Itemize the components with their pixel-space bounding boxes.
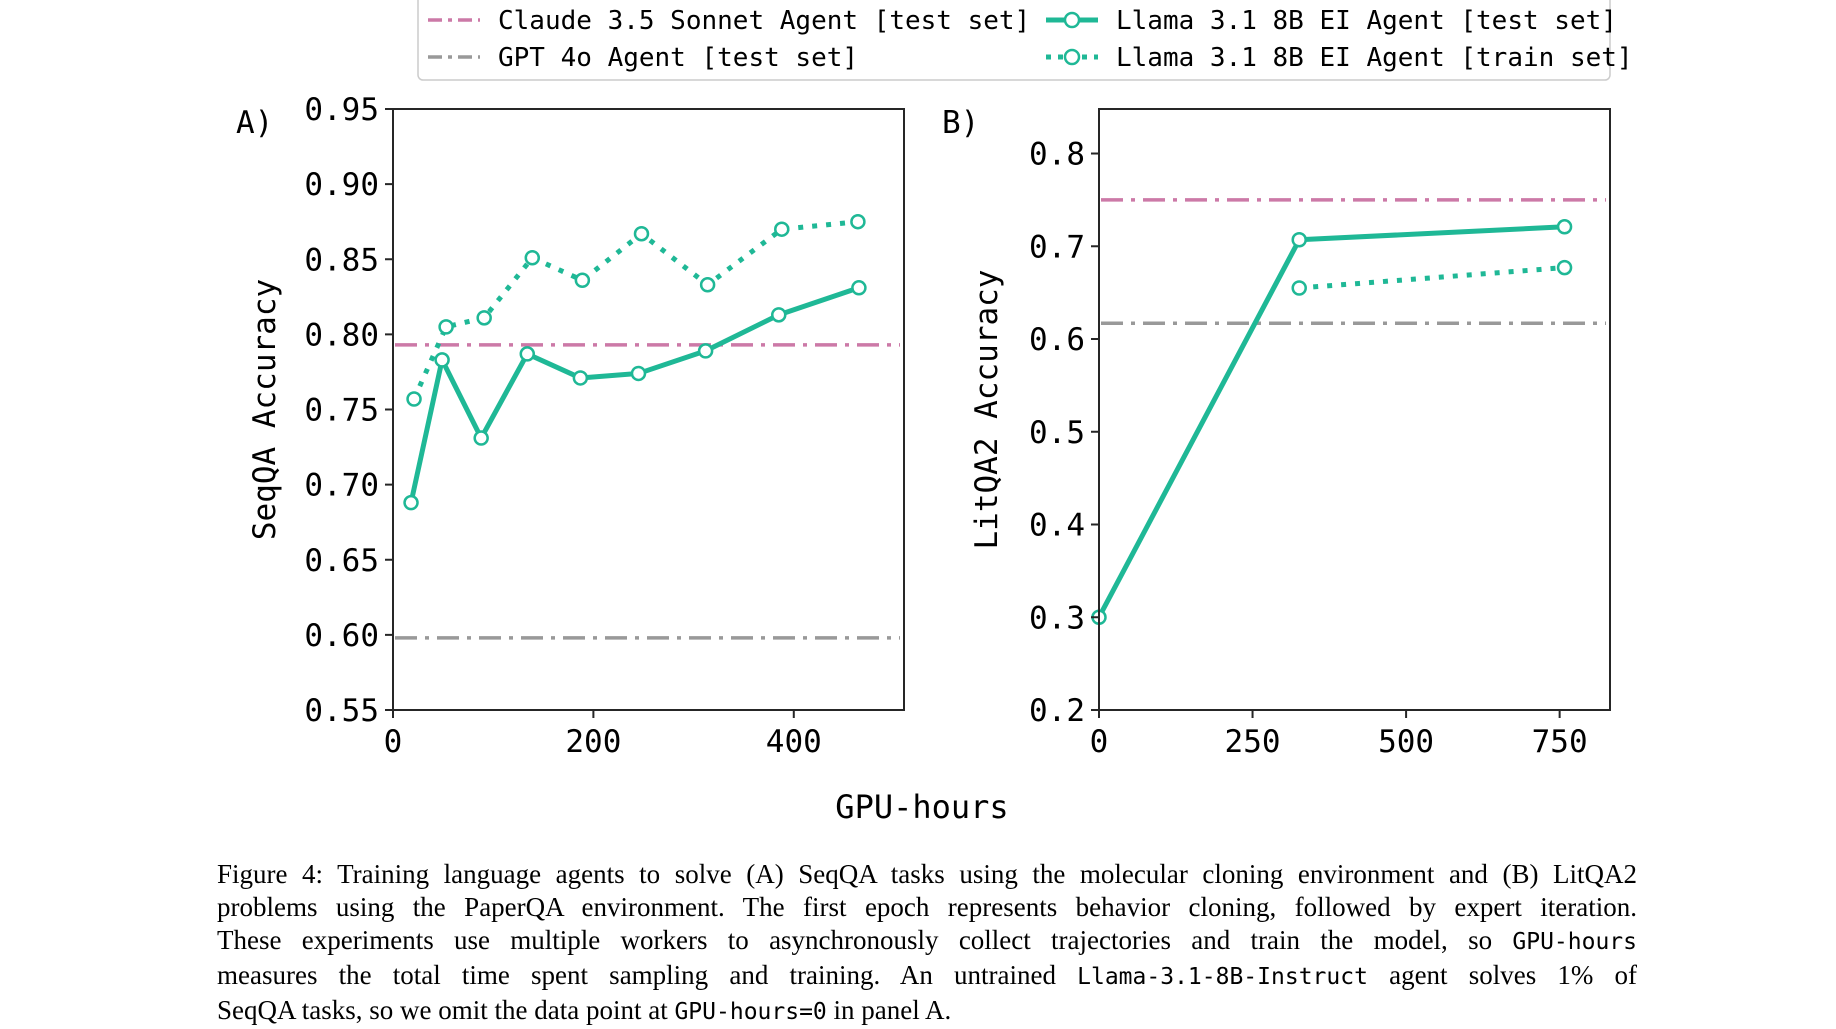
data-point-test <box>473 430 489 446</box>
y-tick-label: 0.5 <box>1029 415 1085 451</box>
caption-text: agent solves 1% of <box>1367 960 1638 990</box>
x-tick-label: 0 <box>1090 724 1109 760</box>
data-point-test <box>519 346 536 362</box>
y-axis-label: LitQA2 Accuracy <box>969 270 1005 550</box>
caption-line: These experiments use multiple workers t… <box>217 924 1637 959</box>
data-point-test <box>771 307 787 323</box>
data-point-test <box>697 343 714 359</box>
data-point-train <box>850 213 866 230</box>
y-tick-label: 0.85 <box>304 242 379 278</box>
data-point-train <box>574 272 591 289</box>
y-axis-label: SeqQA Accuracy <box>247 279 283 540</box>
legend-swatch-marker <box>1063 11 1081 29</box>
caption-line: problems using the PaperQA environment. … <box>217 891 1637 924</box>
y-tick-label: 0.2 <box>1029 693 1085 729</box>
caption-text: Figure 4: Training language agents to so… <box>217 859 1637 889</box>
panel-label: B) <box>942 105 979 141</box>
caption-line: SeqQA tasks, so we omit the data point a… <box>217 994 1637 1029</box>
legend-item: Llama 3.1 8B EI Agent [test set] <box>1046 6 1617 36</box>
panel-a: 0.55 0.60 0.65 0.70 0.75 0.80 0.85 0.90 0.95 0 200… <box>236 92 905 760</box>
legend-item: Llama 3.1 8B EI Agent [train set] <box>1046 43 1633 73</box>
caption-line: measures the total time spent sampling a… <box>217 959 1637 994</box>
y-tick-label: 0.3 <box>1029 600 1085 636</box>
plot-frame <box>1098 108 1611 711</box>
panel-b: 0.2 0.3 0.4 0.5 0.6 0.7 0.8 0 250 500 750 B) LitQA2 … <box>942 105 1611 760</box>
legend-frame <box>417 0 1611 81</box>
y-tick-label: 0.90 <box>304 167 379 203</box>
caption-text: These experiments use multiple workers t… <box>217 925 1513 955</box>
y-tick-label: 0.4 <box>1029 508 1085 544</box>
legend-label: Claude 3.5 Sonnet Agent [test set] <box>498 6 1030 36</box>
data-point-test <box>851 280 867 296</box>
legend-item: Claude 3.5 Sonnet Agent [test set] <box>428 6 1030 36</box>
y-tick-label: 0.70 <box>304 468 379 504</box>
caption-text: in panel A. <box>826 995 952 1025</box>
y-tick-label: 0.55 <box>304 693 379 729</box>
data-point-train <box>633 225 650 242</box>
data-point-train <box>476 310 492 326</box>
data-point-test <box>403 494 419 511</box>
y-tick-label: 0.65 <box>304 543 379 579</box>
series-line-train <box>1299 265 1565 291</box>
legend-item: GPT 4o Agent [test set] <box>428 43 858 73</box>
data-point-test <box>1291 232 1307 248</box>
legend-label: Llama 3.1 8B EI Agent [train set] <box>1116 43 1633 73</box>
x-axis-label: GPU-hours <box>835 788 1008 826</box>
caption-text: measures the total time spent sampling a… <box>217 960 1078 990</box>
data-point-train <box>406 391 422 407</box>
y-tick-label: 0.75 <box>304 393 379 429</box>
x-tick-label: 400 <box>766 724 822 760</box>
y-tick-label: 0.95 <box>304 92 379 128</box>
legend-label: Llama 3.1 8B EI Agent [test set] <box>1116 6 1617 36</box>
caption-code: GPU-hours <box>1512 929 1637 955</box>
caption-line: Figure 4: Training language agents to so… <box>217 858 1637 891</box>
x-tick-label: 750 <box>1532 724 1588 760</box>
data-point-train <box>1291 280 1307 296</box>
x-tick-label: 0 <box>384 724 403 760</box>
legend-swatch-marker <box>1063 48 1081 66</box>
data-point-train <box>524 249 541 266</box>
panel-label: A) <box>236 105 273 141</box>
legend-label: GPT 4o Agent [test set] <box>498 43 858 73</box>
x-tick-label: 200 <box>565 724 621 760</box>
caption-code: GPU-hours=0 <box>674 999 827 1025</box>
x-tick-label: 250 <box>1225 724 1281 760</box>
data-point-train <box>1556 259 1573 276</box>
y-tick-label: 0.60 <box>304 618 379 654</box>
caption-text: problems using the PaperQA environment. … <box>217 892 1637 922</box>
data-point-train <box>774 221 790 237</box>
caption-code: Llama-3.1-8B-Instruct <box>1077 964 1368 990</box>
y-tick-label: 0.8 <box>1029 137 1085 173</box>
data-point-test <box>1556 219 1573 235</box>
y-tick-label: 0.7 <box>1029 229 1085 265</box>
data-point-train <box>699 277 716 293</box>
y-tick-label: 0.6 <box>1029 322 1085 358</box>
legend: Claude 3.5 Sonnet Agent [test set] GPT 4o… <box>417 0 1633 81</box>
data-point-test <box>572 370 589 386</box>
figure-caption: Figure 4: Training language agents to so… <box>217 858 1637 1029</box>
data-point-train <box>438 319 454 335</box>
data-point-test <box>434 352 450 368</box>
data-point-test <box>630 365 647 382</box>
x-tick-label: 500 <box>1378 724 1434 760</box>
caption-text: SeqQA tasks, so we omit the data point a… <box>217 995 675 1025</box>
y-tick-label: 0.80 <box>304 317 379 353</box>
